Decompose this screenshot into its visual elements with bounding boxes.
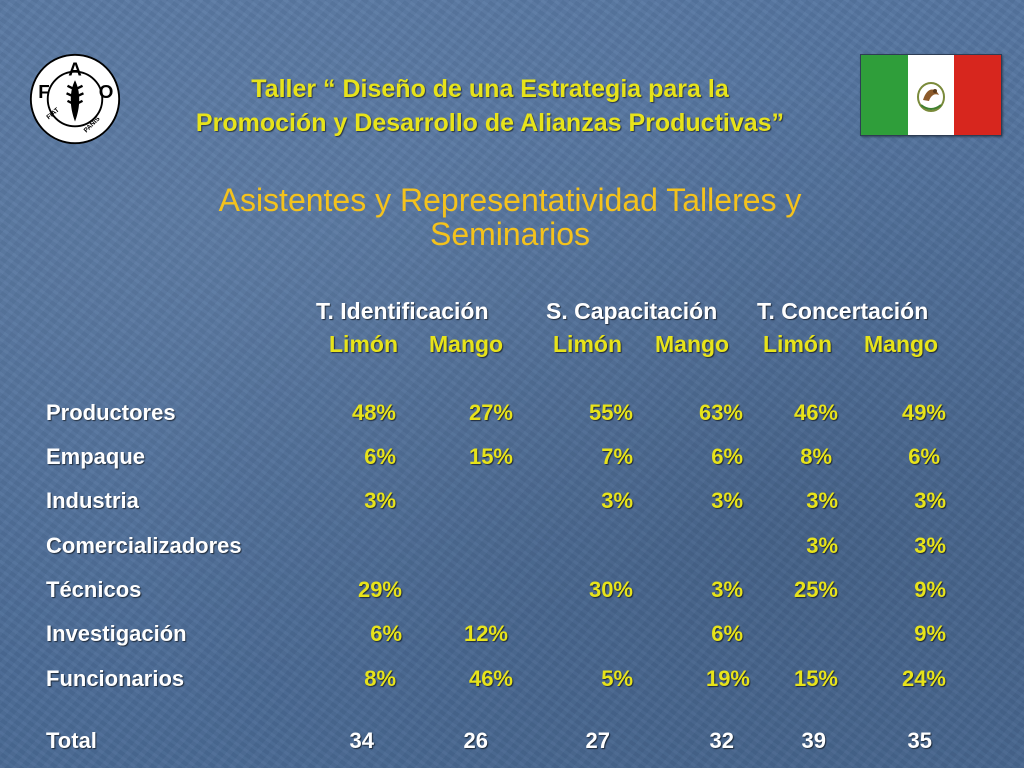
table-cell: 30% — [588, 577, 633, 602]
table-cell: 27% — [468, 400, 513, 425]
total-cell: 39 — [801, 728, 826, 753]
table-cell: 8% — [364, 666, 396, 691]
total-cell: 26 — [463, 728, 488, 753]
fao-logo-icon: A F O FIAT PANIS — [29, 53, 121, 145]
table-cell: 48% — [351, 400, 396, 425]
svg-text:A: A — [68, 59, 82, 80]
table-cell: 9% — [914, 621, 946, 646]
svg-text:O: O — [99, 81, 114, 102]
table-cell: 7% — [601, 444, 633, 469]
table-cell: 55% — [588, 400, 633, 425]
row-label-total: Total — [46, 728, 97, 753]
table-cell: 29% — [357, 577, 402, 602]
workshop-title-line2: Promoción y Desarrollo de Alianzas Produ… — [195, 109, 785, 137]
table-cell: 6% — [370, 621, 402, 646]
row-label-empaque: Empaque — [46, 444, 146, 469]
table-cell: 46% — [468, 666, 513, 691]
total-cell: 35 — [907, 728, 932, 753]
subheader-limon-3: Limón — [763, 331, 832, 357]
table-cell: 19% — [705, 666, 750, 691]
table-cell: 6% — [364, 444, 396, 469]
table-cell: 6% — [711, 444, 743, 469]
total-cell: 27 — [585, 728, 610, 753]
slide-title-line2: Seminarios — [429, 216, 591, 252]
table-cell: 3% — [806, 533, 838, 558]
table-cell: 15% — [793, 666, 838, 691]
row-label-productores: Productores — [46, 400, 176, 425]
table-cell: 3% — [806, 488, 838, 513]
slide-title-line1: Asistentes y Representatividad Talleres … — [218, 182, 802, 218]
total-cell: 32 — [709, 728, 734, 753]
table-cell: 49% — [901, 400, 946, 425]
table-cell: 12% — [463, 621, 508, 646]
group-header-capacitacion: S. Capacitación — [546, 298, 718, 324]
slide-title: Asistentes y Representatividad Talleres … — [110, 183, 910, 251]
subheader-limon-1: Limón — [329, 331, 398, 357]
subheader-mango-3: Mango — [864, 331, 939, 357]
total-cell: 34 — [349, 728, 374, 753]
table-cell: 3% — [364, 488, 396, 513]
subheader-limon-2: Limón — [553, 331, 622, 357]
table-cell: 6% — [908, 444, 940, 469]
table-cell: 3% — [914, 533, 946, 558]
table-cell: 3% — [914, 488, 946, 513]
table-cell: 46% — [793, 400, 838, 425]
table-cell: 5% — [601, 666, 633, 691]
table-cell: 3% — [711, 577, 743, 602]
workshop-title-line1: Taller “ Diseño de una Estrategia para l… — [251, 75, 729, 103]
row-label-funcionarios: Funcionarios — [46, 666, 185, 691]
table-cell: 3% — [711, 488, 743, 513]
table-cell: 9% — [914, 577, 946, 602]
table-cell: 6% — [711, 621, 743, 646]
svg-text:F: F — [38, 81, 49, 102]
table-cell: 63% — [698, 400, 743, 425]
subheader-mango-2: Mango — [655, 331, 730, 357]
table-cell: 25% — [793, 577, 838, 602]
row-label-industria: Industria — [46, 488, 139, 513]
table-cell: 15% — [468, 444, 513, 469]
table-cell: 3% — [601, 488, 633, 513]
row-label-comercializadores: Comercializadores — [46, 533, 242, 558]
group-header-concertacion: T. Concertación — [757, 298, 929, 324]
group-header-identificacion: T. Identificación — [316, 298, 489, 324]
subheader-mango-1: Mango — [429, 331, 504, 357]
row-label-tecnicos: Técnicos — [46, 577, 142, 602]
row-label-investigacion: Investigación — [46, 621, 187, 646]
workshop-title: Taller “ Diseño de una Estrategia para l… — [130, 72, 850, 140]
mexico-flag-icon — [860, 54, 1002, 136]
table-cell: 24% — [901, 666, 946, 691]
table-cell: 8% — [800, 444, 832, 469]
